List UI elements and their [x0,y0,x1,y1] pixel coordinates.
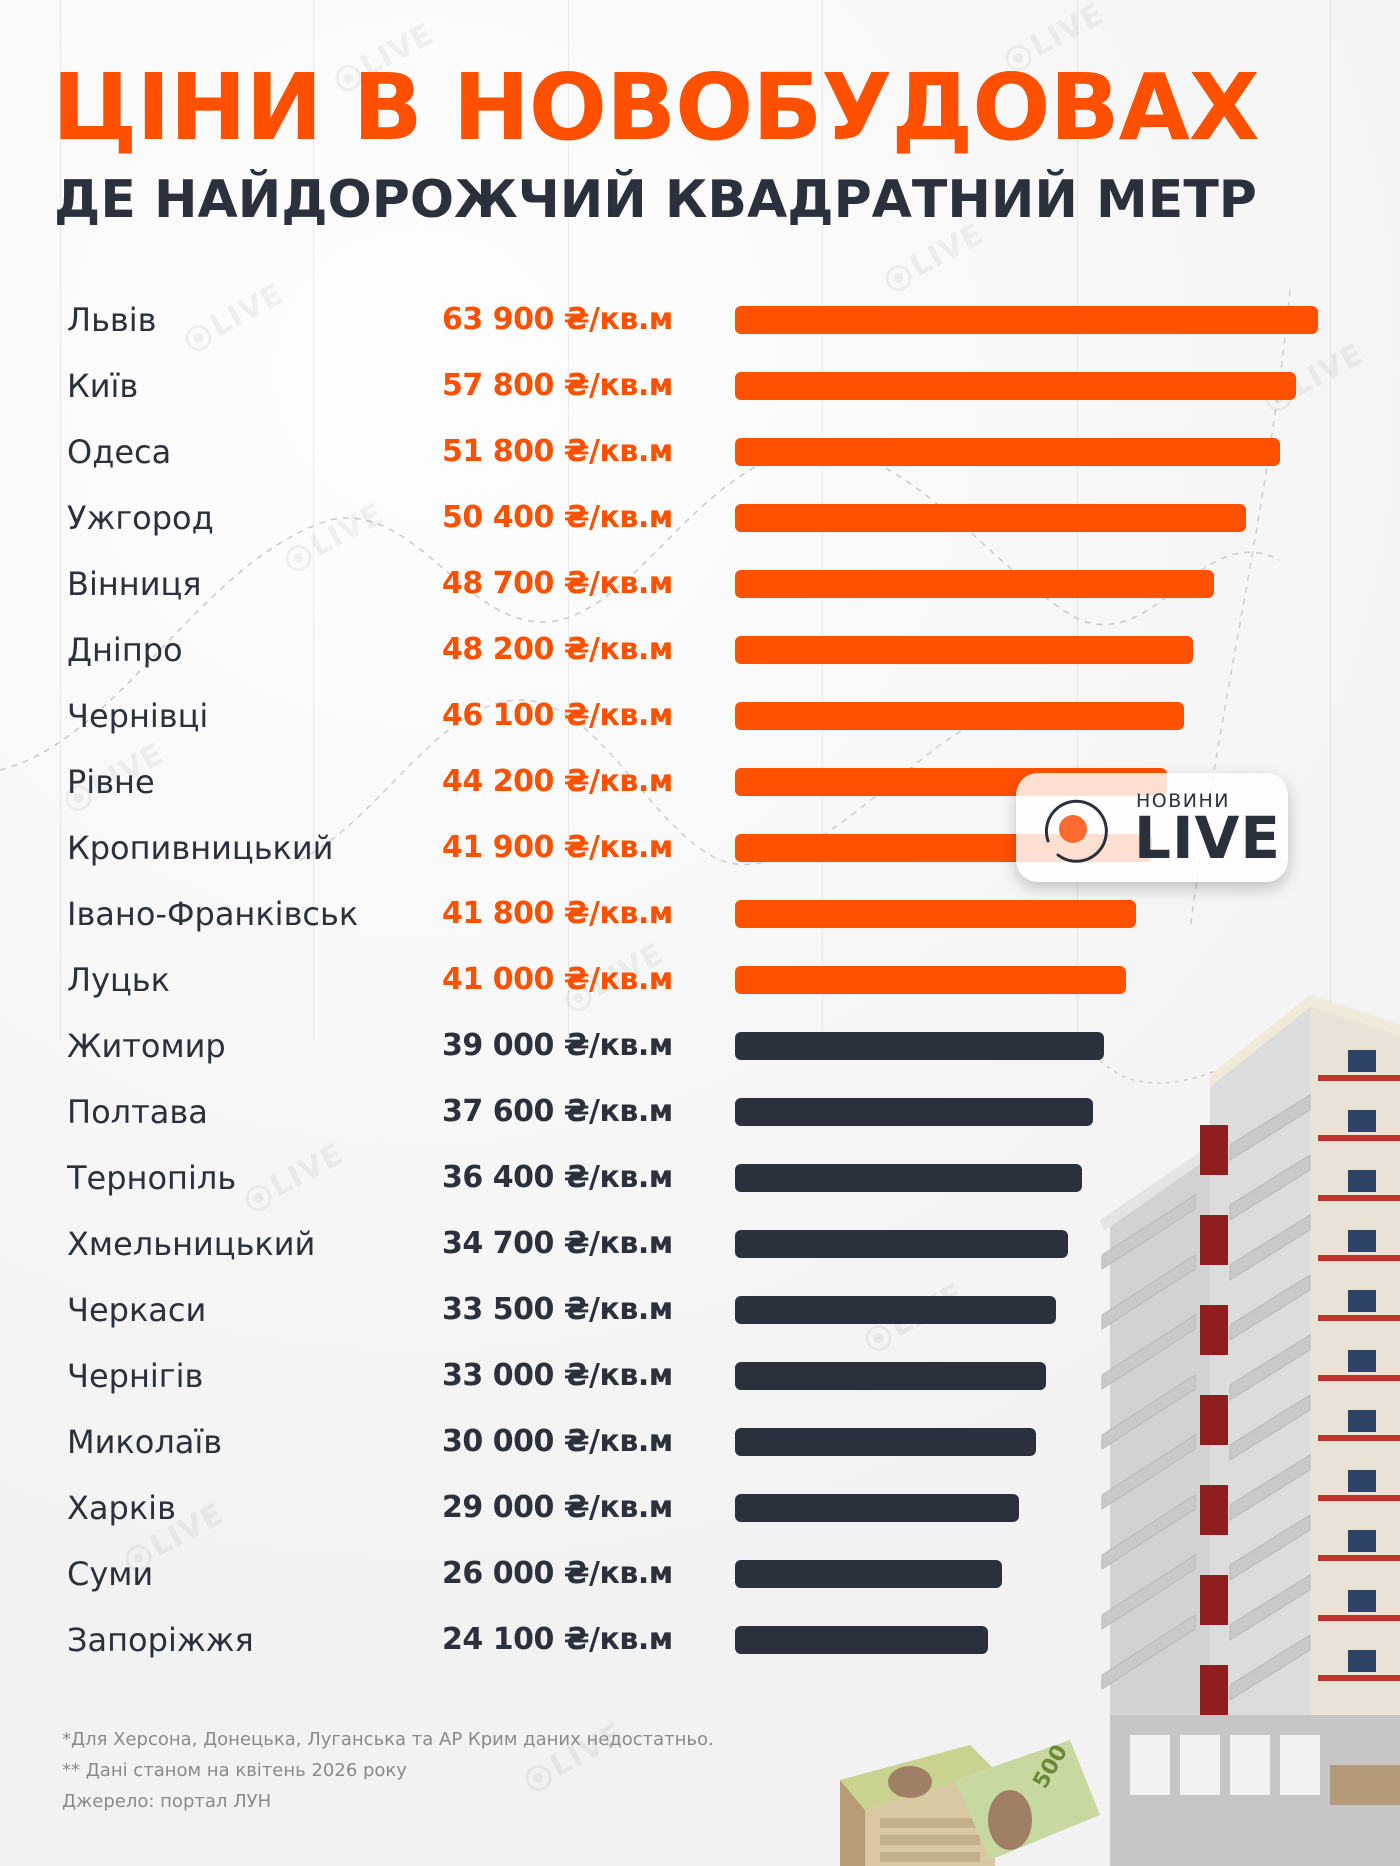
city-label: Одеса [67,433,172,471]
money-stack-illustration: 500 [840,1740,1100,1866]
price-label: 48 700 ₴/кв.м [442,566,673,601]
price-bar [735,636,1193,664]
city-label: Миколаїв [67,1423,223,1461]
background-line [1330,0,1331,1040]
chart-row: Дніпро 48 200 ₴/кв.м [0,620,1400,686]
page-subtitle: ДЕ НАЙДОРОЖЧИЙ КВАДРАТНИЙ МЕТР [54,170,1257,230]
price-label: 39 000 ₴/кв.м [442,1028,673,1063]
city-label: Рівне [67,763,155,801]
chart-row: Київ 57 800 ₴/кв.м [0,356,1400,422]
price-bar [735,372,1296,400]
price-label: 41 900 ₴/кв.м [442,830,673,865]
price-label: 51 800 ₴/кв.м [442,434,673,469]
chart-row: Ужгород 50 400 ₴/кв.м [0,488,1400,554]
price-bar [735,1626,988,1654]
record-ring-icon [1044,799,1108,863]
page-title: ЦІНИ В НОВОБУДОВАХ [52,54,1260,161]
price-bar [735,1230,1068,1258]
price-label: 44 200 ₴/кв.м [442,764,673,799]
price-bar [735,1494,1019,1522]
footnote-data-date: ** Дані станом на квітень 2026 року [62,1760,407,1781]
chart-row: Житомир 39 000 ₴/кв.м [0,1016,1400,1082]
price-bar [735,438,1280,466]
chart-row: Чернігів 33 000 ₴/кв.м [0,1346,1400,1412]
price-bar [735,1296,1056,1324]
chart-row: Вінниця 48 700 ₴/кв.м [0,554,1400,620]
price-label: 33 000 ₴/кв.м [442,1358,673,1393]
price-label: 36 400 ₴/кв.м [442,1160,673,1195]
chart-row: Івано-Франківськ 41 800 ₴/кв.м [0,884,1400,950]
price-label: 26 000 ₴/кв.м [442,1556,673,1591]
chart-row: Чернівці 46 100 ₴/кв.м [0,686,1400,752]
city-label: Харків [67,1489,176,1527]
city-label: Чернігів [67,1357,204,1395]
city-label: Ужгород [67,499,214,537]
city-label: Київ [67,367,139,405]
price-bar [735,966,1126,994]
price-label: 30 000 ₴/кв.м [442,1424,673,1459]
chart-row: Тернопіль 36 400 ₴/кв.м [0,1148,1400,1214]
chart-row: Харків 29 000 ₴/кв.м [0,1478,1400,1544]
price-bar [735,1098,1093,1126]
logo-live-text: LIVE [1134,804,1282,872]
price-bar [735,1164,1082,1192]
footnote-missing-data: *Для Херсона, Донецька, Луганська та АР … [62,1729,714,1750]
price-bar [735,900,1136,928]
price-label: 24 100 ₴/кв.м [442,1622,673,1657]
chart-row: Львів 63 900 ₴/кв.м [0,290,1400,356]
price-bar [735,1032,1104,1060]
price-bar [735,504,1246,532]
chart-row: Черкаси 33 500 ₴/кв.м [0,1280,1400,1346]
city-label: Івано-Франківськ [67,895,359,933]
footnotes: *Для Херсона, Донецька, Луганська та АР … [62,1724,714,1817]
city-label: Запоріжжя [67,1621,254,1659]
price-label: 46 100 ₴/кв.м [442,698,673,733]
chart-row: Полтава 37 600 ₴/кв.м [0,1082,1400,1148]
city-label: Тернопіль [67,1159,237,1197]
chart-row: Хмельницький 34 700 ₴/кв.м [0,1214,1400,1280]
price-bar [735,1560,1002,1588]
price-label: 50 400 ₴/кв.м [442,500,673,535]
chart-row: Суми 26 000 ₴/кв.м [0,1544,1400,1610]
city-label: Львів [67,301,157,339]
city-label: Полтава [67,1093,208,1131]
price-label: 41 000 ₴/кв.м [442,962,673,997]
price-label: 41 800 ₴/кв.м [442,896,673,931]
city-label: Дніпро [67,631,183,669]
city-label: Вінниця [67,565,202,603]
footnote-source: Джерело: портал ЛУН [62,1791,272,1812]
price-label: 29 000 ₴/кв.м [442,1490,673,1525]
price-label: 48 200 ₴/кв.м [442,632,673,667]
city-label: Черкаси [67,1291,207,1329]
price-label: 34 700 ₴/кв.м [442,1226,673,1261]
novyny-live-logo: НОВИНИ LIVE [1016,773,1288,882]
city-label: Хмельницький [67,1225,316,1263]
city-label: Суми [67,1555,154,1593]
price-label: 37 600 ₴/кв.м [442,1094,673,1129]
price-bar [735,1362,1046,1390]
chart-row: Одеса 51 800 ₴/кв.м [0,422,1400,488]
price-bar [735,570,1214,598]
price-label: 57 800 ₴/кв.м [442,368,673,403]
chart-row: Луцьк 41 000 ₴/кв.м [0,950,1400,1016]
city-label: Луцьк [67,961,170,999]
price-bar [735,1428,1036,1456]
chart-row: Миколаїв 30 000 ₴/кв.м [0,1412,1400,1478]
price-label: 63 900 ₴/кв.м [442,302,673,337]
city-label: Кропивницький [67,829,334,867]
chart-row: Кропивницький 41 900 ₴/кв.м [0,818,1400,884]
city-label: Житомир [67,1027,226,1065]
price-bar [735,702,1184,730]
chart-row: Запоріжжя 24 100 ₴/кв.м [0,1610,1400,1676]
price-label: 33 500 ₴/кв.м [442,1292,673,1327]
city-label: Чернівці [67,697,209,735]
price-bar [735,306,1318,334]
building-illustration [1100,995,1400,1866]
